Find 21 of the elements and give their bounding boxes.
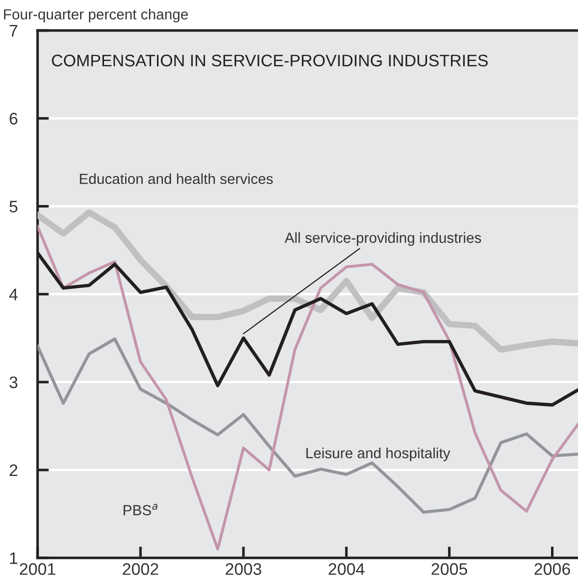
text: Education and health services xyxy=(80,173,273,184)
x-tick-label: 2004 xyxy=(328,563,364,575)
line-series xyxy=(38,225,578,550)
x-tick-label: 2006 xyxy=(534,563,570,575)
x-tick-label: 2005 xyxy=(432,563,468,575)
x-tick-label: 2001 xyxy=(20,563,56,575)
y-tick-label: 3 xyxy=(9,376,18,388)
text: PBS$^{a}$ xyxy=(124,504,158,516)
y-tick-label: 4 xyxy=(9,288,18,300)
y-axis-title: Four-quarter percent change xyxy=(4,8,188,22)
series-label: Leisure and hospitality xyxy=(306,448,450,462)
y-tick-label: 5 xyxy=(10,200,18,212)
text: COMPENSATION IN SERVICE-PROVIDING INDUSTRIES xyxy=(52,54,488,66)
x-tick-label: 2002 xyxy=(122,563,158,575)
line-series xyxy=(38,337,578,514)
y-tick-label: 1 xyxy=(10,552,18,564)
x-tick-label: 2003 xyxy=(226,563,262,575)
y-tick-label: 6 xyxy=(10,112,18,125)
y-tick-label: 2 xyxy=(10,464,18,476)
y-tick-label: 7 xyxy=(10,25,18,37)
text: All service-providing industries xyxy=(284,232,482,246)
